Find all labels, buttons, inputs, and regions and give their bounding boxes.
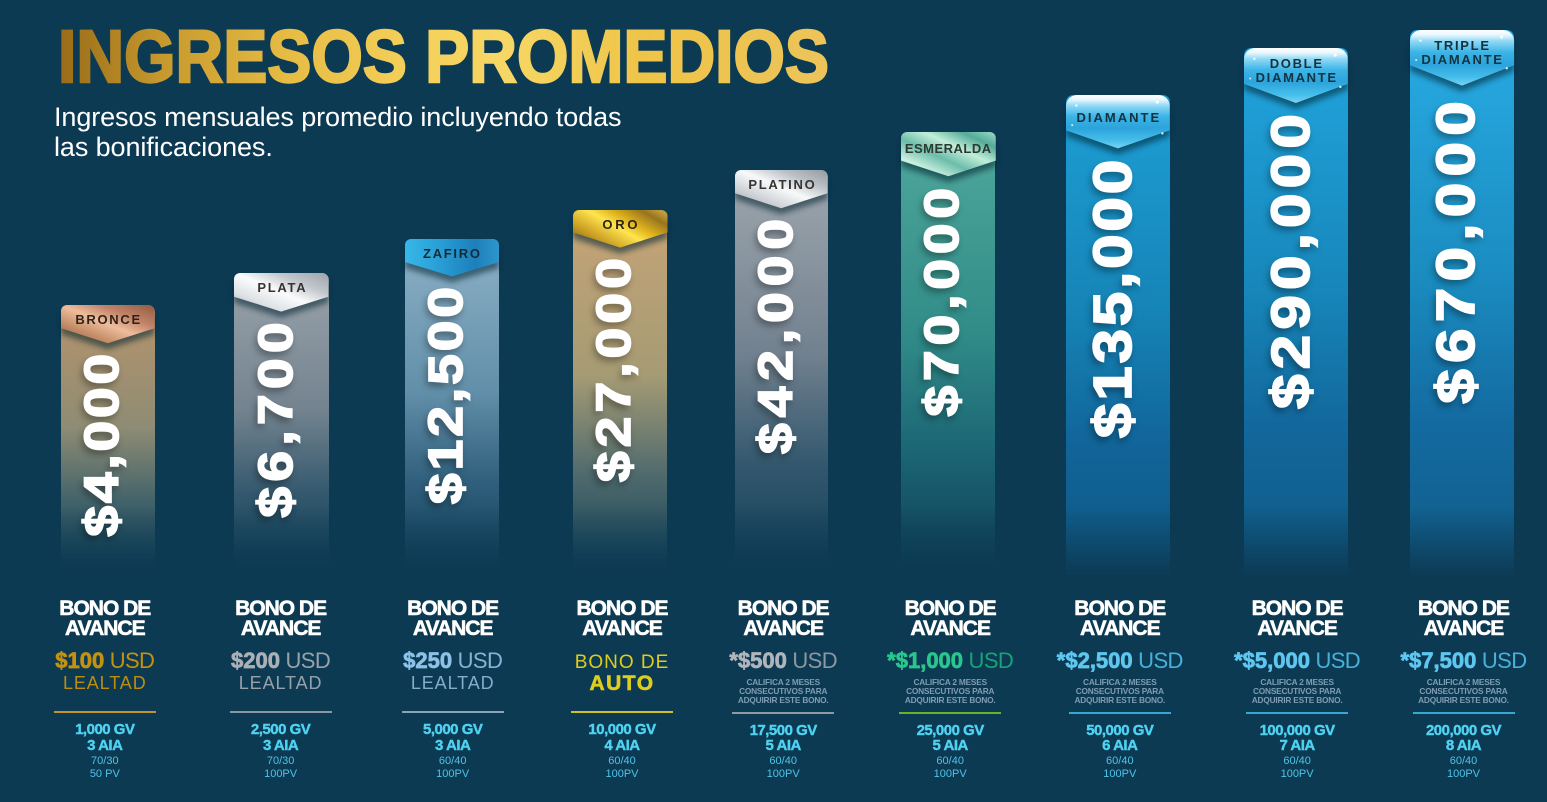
- svg-text:INGRESOS PROMEDIOS: INGRESOS PROMEDIOS: [58, 15, 829, 98]
